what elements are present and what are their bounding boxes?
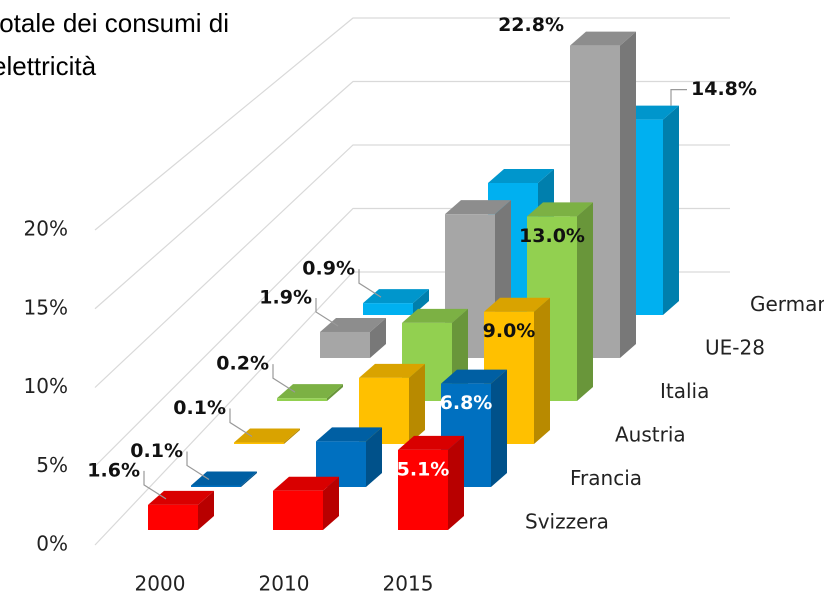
legend-label: Italia [660, 379, 709, 403]
bar-side [577, 202, 593, 401]
bar-front [234, 442, 284, 444]
labels: 0% 5% 10% 15% 20% 1.6% 5.1% Svizzera 0.1% 6.8% Fra… [24, 14, 824, 595]
leader-line [229, 408, 253, 438]
bar-front [191, 485, 241, 487]
data-label: 9.0% [483, 320, 536, 342]
bar-top [445, 200, 511, 215]
bar-side [370, 317, 386, 358]
bar-side [413, 289, 429, 315]
bar-side [241, 471, 257, 487]
bar-side [534, 297, 550, 444]
bar-top [277, 384, 343, 399]
bar-top [148, 490, 214, 505]
bar [277, 384, 343, 401]
y-tick-label: 20% [24, 217, 68, 241]
bar [148, 490, 214, 530]
bar-top [488, 169, 554, 183]
legend-label: Svizzera [525, 510, 609, 534]
leader-line [358, 269, 382, 298]
bar-side [663, 105, 679, 315]
bar-top [359, 363, 425, 378]
data-label: 22.8% [498, 14, 564, 36]
bar-top [570, 31, 636, 46]
legend-label: Austria [615, 423, 686, 447]
bar-side [327, 384, 343, 401]
bar [234, 428, 300, 444]
data-label: 6.8% [440, 392, 493, 414]
x-tick-label: 2000 [135, 572, 186, 596]
data-label: 1.9% [259, 286, 312, 308]
bar-side [323, 476, 339, 530]
bar [191, 471, 257, 487]
bar-front [398, 449, 448, 530]
bar [359, 363, 425, 444]
bar-side [198, 490, 214, 530]
leader-line [143, 470, 167, 500]
legend-label: Francia [570, 466, 642, 490]
bar-top [398, 435, 464, 450]
leader-line [315, 297, 339, 327]
bar-front [273, 490, 323, 530]
bar-top [363, 289, 429, 304]
data-label: 1.6% [87, 459, 140, 481]
bar-side [366, 427, 382, 487]
chart-title: elettricità [0, 51, 97, 81]
legend-label: UE-28 [705, 336, 765, 360]
y-tick-label: 5% [36, 453, 68, 477]
bar-side [491, 369, 507, 487]
data-label: 5.1% [397, 458, 450, 480]
bar-top [234, 428, 300, 443]
bar [273, 476, 339, 530]
leader-line [186, 451, 210, 480]
bar [363, 289, 429, 315]
bar-top [402, 308, 468, 323]
bar-side [620, 31, 636, 358]
data-label: 0.1% [130, 440, 183, 462]
bar-side [409, 363, 425, 444]
chart-title: totale dei consumi di [0, 8, 229, 38]
bar-front [320, 331, 370, 358]
bar-front [363, 303, 413, 315]
bar-side [448, 435, 464, 530]
bars [148, 31, 679, 530]
x-tick-label: 2010 [259, 572, 310, 596]
bar-top [273, 476, 339, 491]
bar-top [320, 317, 386, 332]
bar-side [284, 428, 300, 444]
data-label: 14.8% [691, 78, 757, 100]
bar [320, 317, 386, 358]
bar-top [441, 369, 507, 384]
x-tick-label: 2015 [383, 572, 434, 596]
bar-front [277, 398, 327, 401]
data-label: 0.2% [216, 353, 269, 375]
y-tick-label: 0% [36, 532, 68, 556]
bar-top [316, 427, 382, 442]
bar-front [148, 504, 198, 530]
bar-top [484, 297, 550, 312]
legend-label: Germania [750, 292, 824, 316]
data-label: 0.9% [302, 258, 355, 280]
grid-line [94, 17, 730, 231]
leader-line [670, 89, 687, 106]
bar-top [527, 202, 593, 217]
data-label: 0.1% [173, 397, 226, 419]
y-tick-label: 15% [24, 295, 68, 319]
leader-line [272, 364, 296, 393]
bar-top [191, 471, 257, 486]
bar [398, 435, 464, 530]
y-tick-label: 10% [24, 374, 68, 398]
data-label: 13.0% [519, 225, 585, 247]
